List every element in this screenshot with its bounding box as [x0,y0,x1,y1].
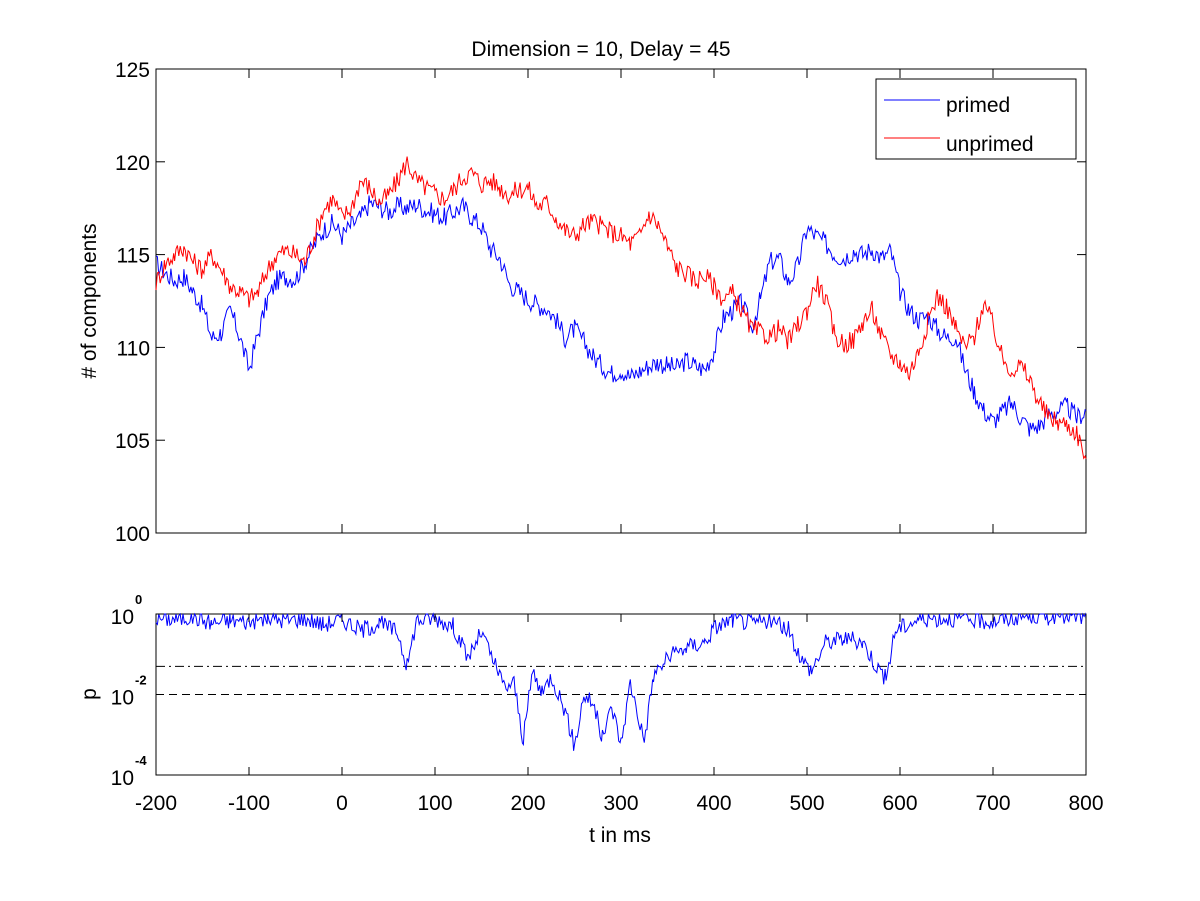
legend: primed unprimed [875,78,1077,160]
top-y-tick-label: 100 [115,523,150,546]
top-panel: Dimension = 10, Delay = 45 1001051101151… [78,38,1087,546]
top-series-group [155,156,1087,460]
x-tick-label: 400 [696,792,731,815]
bottom-y-tick-exponent: -2 [135,673,147,688]
top-y-tick-label: 125 [115,59,150,82]
x-axis-label: t in ms [589,824,651,847]
x-tick-label: 0 [336,792,348,815]
p-value-line [155,612,1087,751]
legend-label-primed: primed [946,94,1010,117]
legend-box [875,78,1077,160]
bottom-x-ticks: -200 -100 0 100 200 300 400 500 600 700 800 [135,69,1104,815]
bottom-series-group [155,612,1087,751]
bottom-y-tick-base: 10 [111,767,134,790]
bottom-plot-area [155,613,1087,776]
x-tick-label: 200 [510,792,545,815]
bottom-y-tick-exponent: -4 [135,753,147,768]
top-y-axis-label: # of components [78,223,101,378]
top-y-tick-label: 115 [117,245,150,268]
x-tick-label: -200 [135,792,177,815]
bottom-y-tick-base: 10 [111,687,134,710]
x-tick-label: -100 [228,792,270,815]
top-y-tick-label: 105 [115,430,150,453]
x-tick-label: 600 [882,792,917,815]
bottom-y-tick-exponent: 0 [135,592,142,607]
x-tick-label: 700 [975,792,1010,815]
top-y-ticks [156,68,1086,534]
top-y-tick-labels: 100 105 110 115 120 125 [115,59,150,546]
bottom-reference-lines [156,665,1086,695]
bottom-y-tick-base: 10 [111,606,134,629]
series-line-primed [155,195,1087,437]
top-y-tick-label: 120 [115,152,150,175]
chart-title: Dimension = 10, Delay = 45 [471,38,730,61]
x-tick-label: 300 [603,792,638,815]
top-y-tick-label: 110 [117,337,150,360]
x-tick-label: 800 [1068,792,1103,815]
series-line-unprimed [155,156,1087,460]
x-tick-label: 500 [789,792,824,815]
legend-label-unprimed: unprimed [946,133,1034,156]
bottom-y-axis-label: p [78,688,101,700]
x-tick-label: 100 [417,792,452,815]
